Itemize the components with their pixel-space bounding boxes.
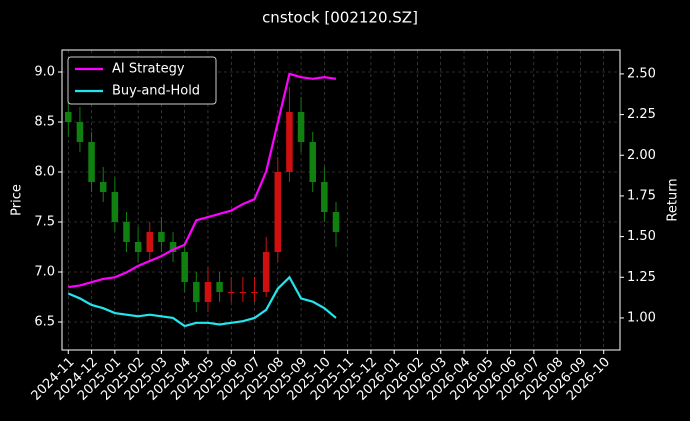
candle-body bbox=[65, 112, 72, 122]
y2-tick-label: 1.50 bbox=[627, 229, 656, 244]
y-tick-label: 8.5 bbox=[34, 115, 55, 130]
y2-tick-label: 1.25 bbox=[627, 270, 656, 285]
candle-body bbox=[146, 232, 154, 252]
candle-body bbox=[286, 112, 293, 172]
y2-tick-label: 1.00 bbox=[627, 310, 656, 325]
chart-title: cnstock [002120.SZ] bbox=[262, 9, 418, 27]
candle-body bbox=[332, 212, 340, 232]
candle-body bbox=[88, 142, 95, 182]
candle-body bbox=[181, 252, 188, 282]
candle-body bbox=[239, 292, 247, 293]
candle-body bbox=[274, 172, 282, 252]
legend-label: Buy-and-Hold bbox=[112, 84, 200, 99]
y2-tick-label: 1.75 bbox=[627, 188, 656, 203]
y2-axis-label: Return bbox=[666, 178, 681, 221]
return-line bbox=[68, 72, 337, 289]
candle-body bbox=[227, 292, 235, 293]
candle-body bbox=[204, 282, 212, 302]
y-axis-label: Price bbox=[10, 184, 25, 216]
y-tick-label: 8.0 bbox=[34, 165, 55, 180]
y2-tick-label: 2.25 bbox=[627, 107, 656, 122]
candle-body bbox=[262, 252, 270, 292]
candle-body bbox=[251, 292, 258, 293]
y-tick-label: 7.0 bbox=[34, 265, 55, 280]
y2-tick-label: 2.00 bbox=[627, 148, 656, 163]
y2-tick-label: 2.50 bbox=[627, 66, 656, 81]
candle-body bbox=[297, 112, 305, 142]
y-tick-label: 9.0 bbox=[34, 65, 55, 80]
candle-body bbox=[123, 222, 130, 242]
legend-label: AI Strategy bbox=[112, 62, 185, 77]
y-tick-label: 6.5 bbox=[34, 315, 55, 330]
candle-body bbox=[76, 122, 84, 142]
legend: AI Strategy Buy-and-Hold bbox=[67, 56, 217, 105]
candle-body bbox=[216, 282, 223, 292]
candle-body bbox=[169, 242, 177, 252]
candle-body bbox=[134, 242, 142, 252]
y-tick-label: 7.5 bbox=[34, 215, 55, 230]
candle-body bbox=[111, 192, 119, 222]
candle-body bbox=[321, 182, 328, 212]
candle-body bbox=[193, 282, 200, 302]
plot-frame bbox=[61, 49, 621, 351]
legend-box bbox=[67, 56, 217, 105]
candle-body bbox=[158, 232, 165, 242]
return-line bbox=[67, 275, 337, 328]
candle-body bbox=[309, 142, 316, 182]
candle-body bbox=[99, 182, 107, 192]
